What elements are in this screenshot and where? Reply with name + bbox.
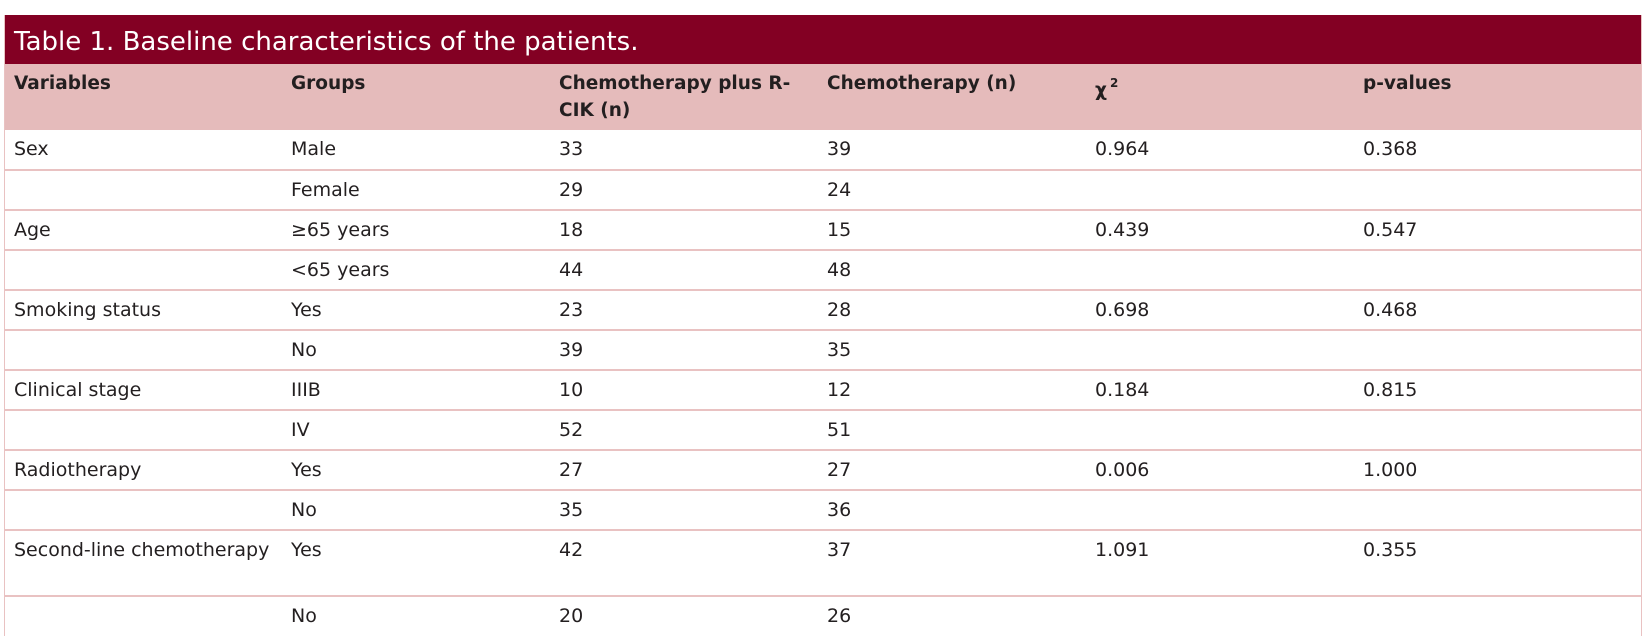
cell-p-value: 0.815 xyxy=(1354,369,1641,410)
cell-chi-square xyxy=(1086,409,1354,450)
cell-p-value xyxy=(1354,329,1641,370)
header-p-values: p-values xyxy=(1363,73,1452,94)
cell-chemo-rcik: 33 xyxy=(559,138,584,160)
header-chemo-rcik: Chemotherapy plus R-CIK (n) xyxy=(559,73,791,121)
table-row: No 39 35 xyxy=(5,329,1641,370)
cell-variable xyxy=(5,169,282,210)
cell-chemo: 48 xyxy=(818,249,1086,290)
cell-chemo-rcik: 35 xyxy=(550,489,818,530)
cell-variable xyxy=(5,249,282,290)
cell-chemo: 28 xyxy=(818,289,1086,330)
cell-chemo: 15 xyxy=(818,209,1086,250)
cell-p-value xyxy=(1354,595,1641,636)
cell-chemo-rcik: 23 xyxy=(550,289,818,330)
cell-chi-square xyxy=(1086,169,1354,210)
cell-group: No xyxy=(282,329,550,370)
table-row: No 35 36 xyxy=(5,489,1641,530)
table-row: No 20 26 xyxy=(5,595,1641,636)
cell-chemo: 26 xyxy=(818,595,1086,636)
cell-variable: Smoking status xyxy=(5,289,282,330)
cell-chi-square: 1.091 xyxy=(1086,529,1354,596)
cell-chi-square: 0.964 xyxy=(1095,138,1150,160)
cell-variable: Clinical stage xyxy=(5,369,282,410)
cell-group: Yes xyxy=(282,529,550,596)
cell-variable xyxy=(5,489,282,530)
table-row: Female 29 24 xyxy=(5,169,1641,210)
cell-variable: Second-line chemotherapy xyxy=(5,529,282,596)
cell-chemo-rcik: 20 xyxy=(550,595,818,636)
cell-chemo-rcik: 18 xyxy=(550,209,818,250)
table-row: Clinical stage IIIB 10 12 0.184 0.815 xyxy=(5,369,1641,410)
cell-chemo: 24 xyxy=(818,169,1086,210)
cell-group: No xyxy=(282,595,550,636)
table-row: <65 years 44 48 xyxy=(5,249,1641,290)
cell-chemo: 12 xyxy=(818,369,1086,410)
cell-variable xyxy=(5,329,282,370)
cell-group: No xyxy=(282,489,550,530)
cell-chemo: 39 xyxy=(827,138,852,160)
cell-group: ≥65 years xyxy=(282,209,550,250)
cell-group: Female xyxy=(282,169,550,210)
cell-chemo-rcik: 42 xyxy=(550,529,818,596)
cell-p-value: 0.355 xyxy=(1354,529,1641,596)
cell-chemo-rcik: 44 xyxy=(550,249,818,290)
table-body: Sex Male 33 39 0.964 0.368 Female 29 24 Age ≥65 ye… xyxy=(5,130,1641,636)
cell-variable: Sex xyxy=(14,138,49,160)
cell-group: IIIB xyxy=(282,369,550,410)
cell-variable: Age xyxy=(5,209,282,250)
table-row: Smoking status Yes 23 28 0.698 0.468 xyxy=(5,289,1641,330)
cell-p-value xyxy=(1354,409,1641,450)
header-variables: Variables xyxy=(14,73,111,94)
table-row: Age ≥65 years 18 15 0.439 0.547 xyxy=(5,209,1641,250)
cell-chemo-rcik: 27 xyxy=(550,449,818,490)
cell-variable: Radiotherapy xyxy=(5,449,282,490)
cell-chemo-rcik: 29 xyxy=(550,169,818,210)
table-title: Table 1. Baseline characteristics of the… xyxy=(5,15,1641,64)
cell-p-value: 0.468 xyxy=(1354,289,1641,330)
table-row: Second-line chemotherapy Yes 42 37 1.091 0.35… xyxy=(5,529,1641,596)
cell-group: Yes xyxy=(282,449,550,490)
cell-chi-square: 0.439 xyxy=(1086,209,1354,250)
cell-p-value: 0.368 xyxy=(1363,138,1418,160)
data-table: Variables Groups Chemotherapy plus R-CIK… xyxy=(5,64,1641,636)
table-row: Sex Male 33 39 0.964 0.368 xyxy=(5,130,1641,170)
cell-p-value xyxy=(1354,489,1641,530)
table-row: IV 52 51 xyxy=(5,409,1641,450)
cell-chemo: 35 xyxy=(818,329,1086,370)
baseline-table: Table 1. Baseline characteristics of the… xyxy=(4,15,1642,636)
cell-p-value: 0.547 xyxy=(1354,209,1641,250)
table-row: Radiotherapy Yes 27 27 0.006 1.000 xyxy=(5,449,1641,490)
header-chemo: Chemotherapy (n) xyxy=(827,73,1017,94)
cell-chemo-rcik: 52 xyxy=(550,409,818,450)
cell-chi-square xyxy=(1086,595,1354,636)
cell-chemo: 36 xyxy=(818,489,1086,530)
cell-group: Male xyxy=(291,138,337,160)
cell-chemo: 27 xyxy=(818,449,1086,490)
cell-chi-square: 0.006 xyxy=(1086,449,1354,490)
cell-chemo-rcik: 39 xyxy=(550,329,818,370)
chi-symbol: χ xyxy=(1095,80,1107,101)
cell-chi-square: 0.698 xyxy=(1086,289,1354,330)
cell-chi-square xyxy=(1086,249,1354,290)
cell-chemo-rcik: 10 xyxy=(550,369,818,410)
cell-p-value xyxy=(1354,169,1641,210)
cell-variable xyxy=(5,409,282,450)
cell-group: <65 years xyxy=(282,249,550,290)
header-groups: Groups xyxy=(291,73,366,94)
chi-exponent: 2 xyxy=(1109,76,1119,90)
header-row: Variables Groups Chemotherapy plus R-CIK… xyxy=(5,64,1641,130)
cell-group: IV xyxy=(282,409,550,450)
cell-chi-square xyxy=(1086,489,1354,530)
cell-p-value xyxy=(1354,249,1641,290)
cell-chemo: 37 xyxy=(818,529,1086,596)
cell-variable xyxy=(5,595,282,636)
cell-chi-square: 0.184 xyxy=(1086,369,1354,410)
cell-chemo: 51 xyxy=(818,409,1086,450)
cell-group: Yes xyxy=(282,289,550,330)
cell-chi-square xyxy=(1086,329,1354,370)
cell-p-value: 1.000 xyxy=(1354,449,1641,490)
